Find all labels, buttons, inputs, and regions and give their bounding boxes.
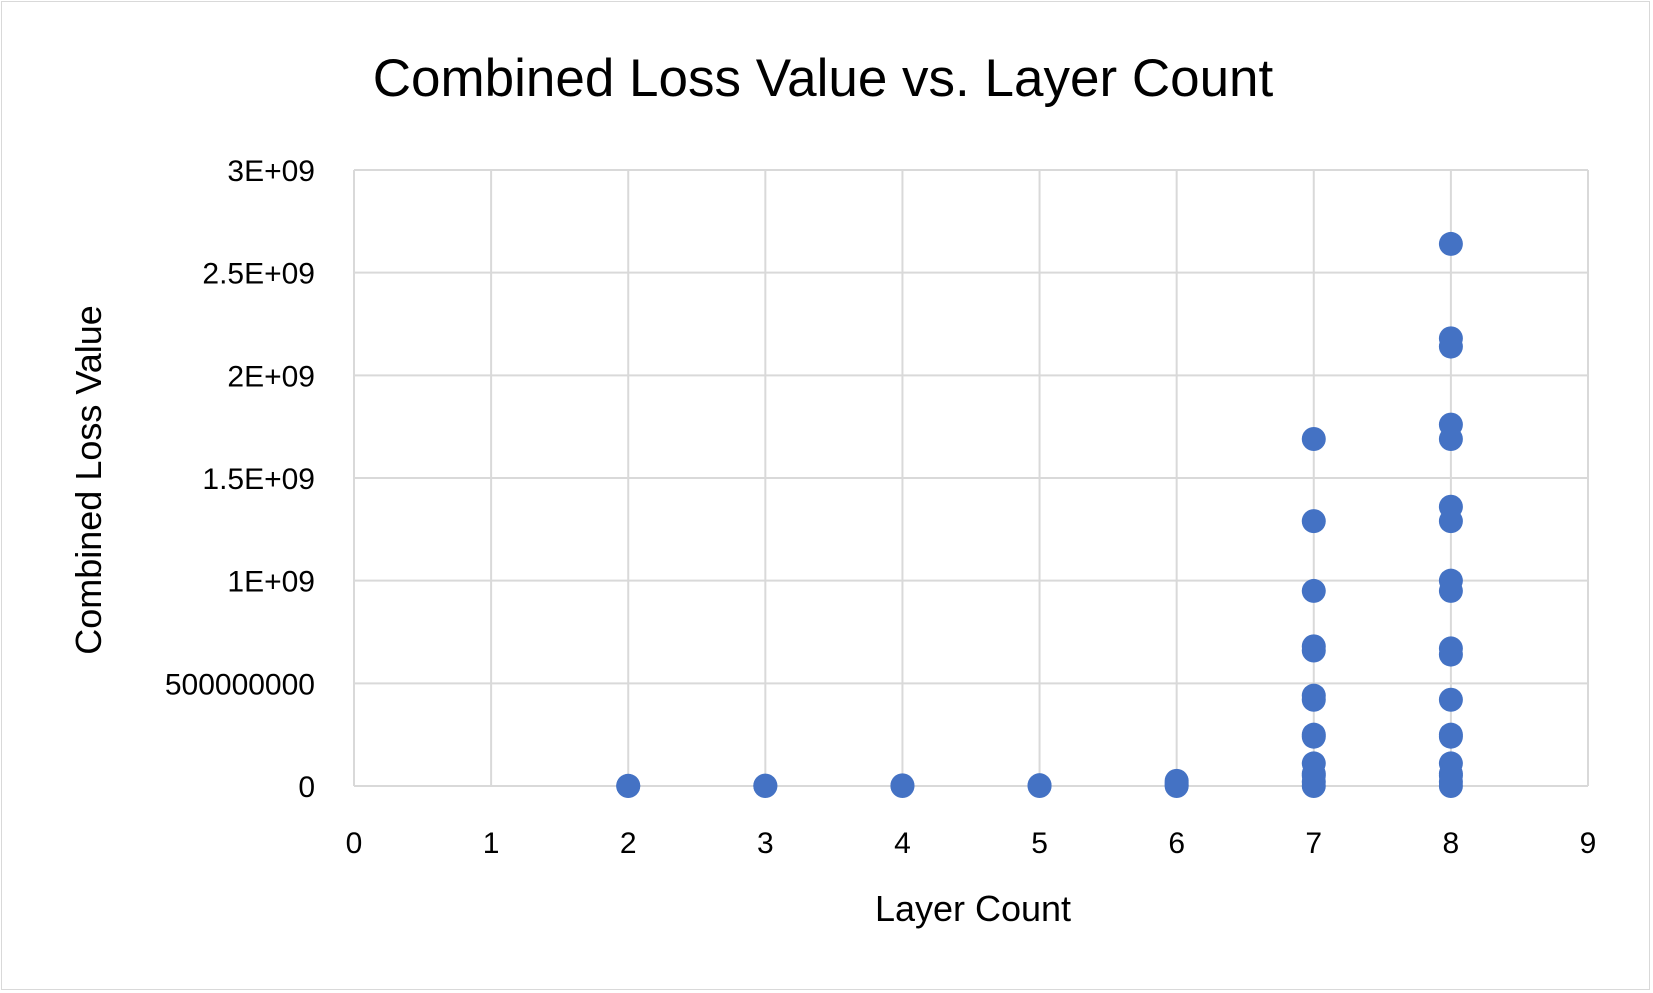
data-point [1438,568,1463,593]
y-tick-label: 0 [298,771,315,804]
data-point [1438,412,1463,437]
y-tick-label: 2E+09 [227,360,315,393]
data-point [1438,687,1463,712]
data-point [1301,509,1326,534]
data-point [1438,722,1463,747]
x-tick-label: 0 [346,827,363,860]
x-tick-label: 1 [483,827,500,860]
data-point [616,773,641,798]
x-tick-label: 6 [1168,827,1185,860]
x-tick-label: 4 [894,827,911,860]
y-tick-label: 500000000 [165,668,315,701]
y-tick-label: 1E+09 [227,566,315,599]
data-point [753,773,778,798]
x-tick-label: 2 [620,827,637,860]
data-point [1301,634,1326,659]
data-point [1438,326,1463,351]
data-points [616,231,1463,798]
x-tick-label: 5 [1031,827,1048,860]
data-point [1164,768,1189,793]
x-axis-tick-labels: 0 1 2 3 4 5 6 7 8 9 [346,827,1597,860]
data-point [1438,231,1463,256]
y-tick-label: 2.5E+09 [202,258,315,291]
data-point [1438,636,1463,661]
data-point [1301,426,1326,451]
x-tick-label: 9 [1580,827,1597,860]
data-point [1027,773,1052,798]
x-axis-title: Layer Count [875,888,1071,929]
chart-title: Combined Loss Value vs. Layer Count [373,49,1274,108]
y-axis-tick-labels: 0 500000000 1E+09 1.5E+09 2E+09 2.5E+09 3E+09 [165,155,315,804]
data-point [1301,722,1326,747]
data-point [890,773,915,798]
y-tick-label: 1.5E+09 [202,463,315,496]
x-tick-label: 3 [757,827,774,860]
x-tick-label: 8 [1443,827,1460,860]
x-tick-label: 7 [1305,827,1322,860]
data-point [1301,578,1326,603]
gridlines [353,169,1589,787]
data-point [1301,751,1326,776]
data-point [1301,683,1326,708]
y-tick-label: 3E+09 [227,155,315,188]
y-axis-title: Combined Loss Value [68,305,109,655]
data-point [1438,751,1463,776]
data-point [1438,494,1463,519]
